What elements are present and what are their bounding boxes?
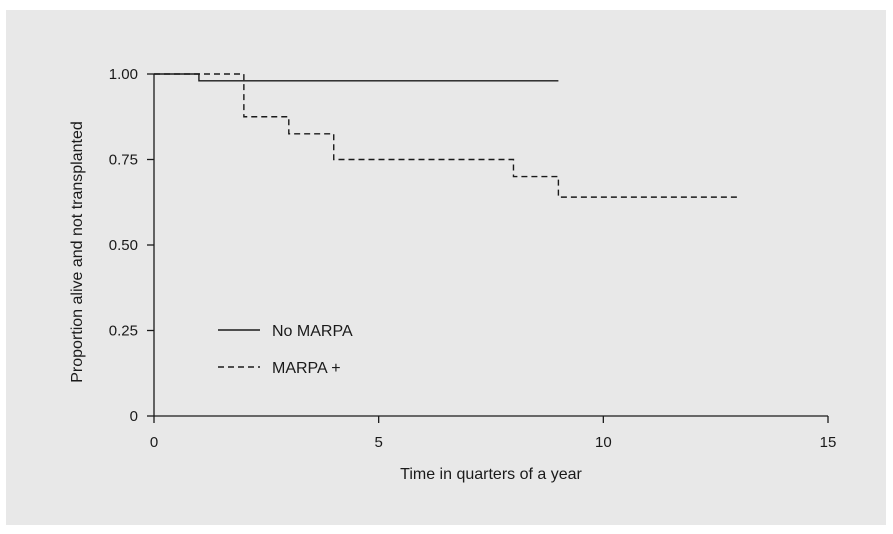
y-tick-label: 0.25 — [109, 323, 138, 340]
legend-label-marpa-plus: MARPA + — [272, 360, 341, 377]
y-axis-title: Proportion alive and not transplanted — [69, 121, 86, 383]
ticks: 0 5 10 15 0 0.25 0.50 0.75 1.00 — [109, 66, 837, 451]
y-tick-label: 0 — [130, 408, 138, 425]
survival-chart: 0 5 10 15 0 0.25 0.50 0.75 1.00 Time in quarters… — [69, 66, 837, 483]
x-axis-title: Time in quarters of a year — [400, 466, 582, 483]
x-tick-label: 0 — [150, 434, 158, 451]
y-tick-label: 0.75 — [109, 152, 138, 169]
series-line-marpa-plus — [154, 73, 739, 198]
axes — [153, 74, 828, 417]
chart-panel: 0 5 10 15 0 0.25 0.50 0.75 1.00 Time in quarters… — [6, 10, 886, 525]
y-tick-label: 0.50 — [109, 237, 138, 254]
x-tick-label: 15 — [820, 434, 837, 451]
legend-label-no-marpa: No MARPA — [272, 323, 353, 340]
y-tick-label: 1.00 — [109, 66, 138, 83]
x-tick-label: 5 — [374, 434, 382, 451]
series-line-no-marpa — [154, 73, 559, 82]
series — [154, 73, 739, 198]
x-tick-label: 10 — [595, 434, 612, 451]
legend: No MARPA MARPA + — [218, 323, 353, 377]
